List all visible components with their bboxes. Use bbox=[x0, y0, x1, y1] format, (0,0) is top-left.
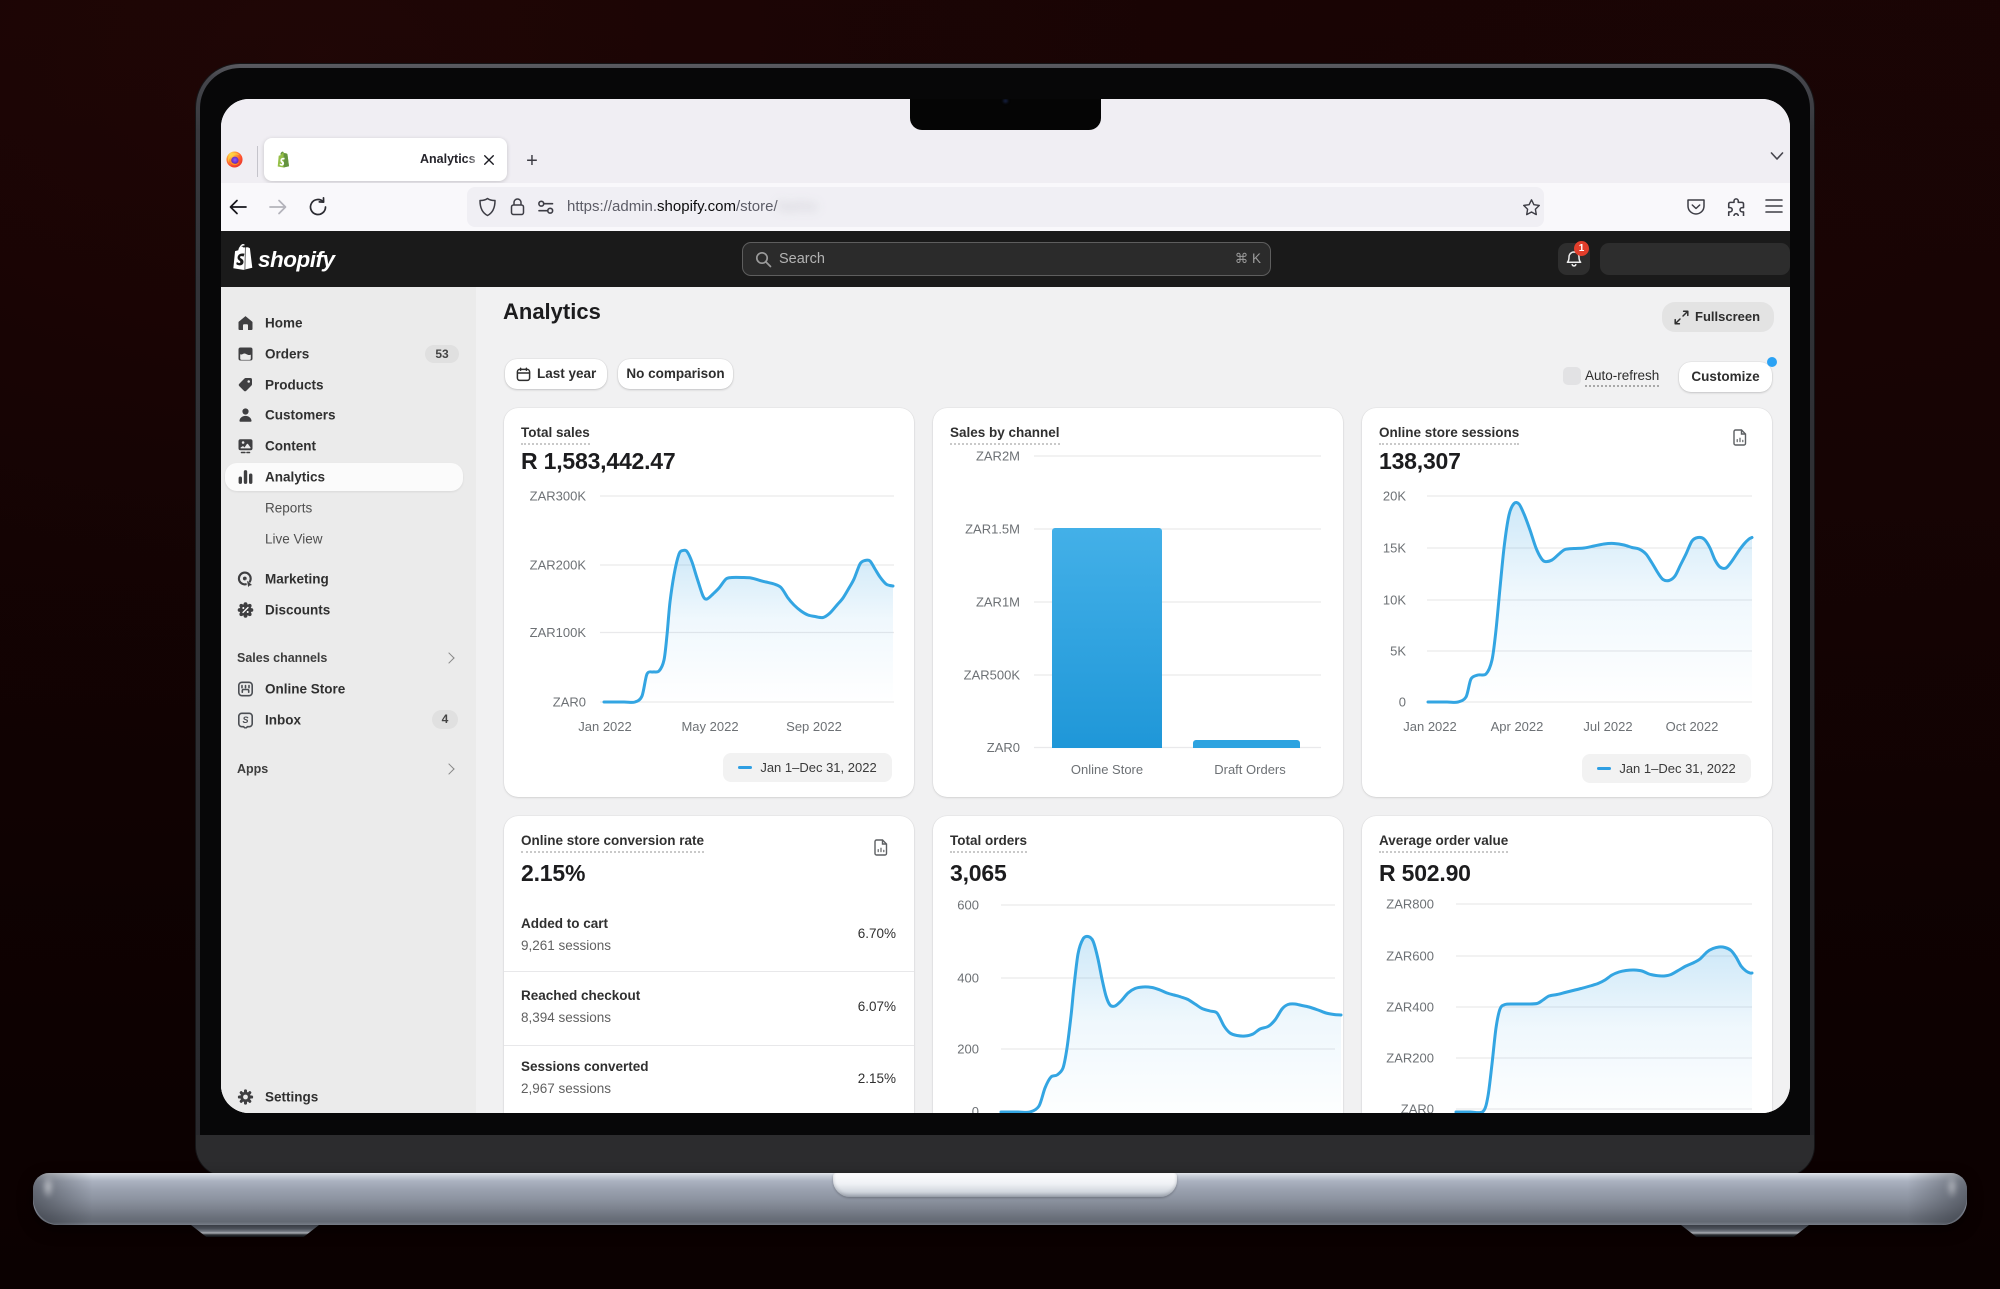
svg-text:ZAR200K: ZAR200K bbox=[530, 558, 587, 573]
svg-text:ZAR100K: ZAR100K bbox=[530, 625, 587, 640]
svg-text:May 2022: May 2022 bbox=[681, 719, 738, 734]
svg-text:400: 400 bbox=[957, 971, 979, 986]
svg-text:200: 200 bbox=[957, 1042, 979, 1057]
svg-text:Sep 2022: Sep 2022 bbox=[786, 719, 842, 734]
svg-text:ZAR0: ZAR0 bbox=[987, 740, 1020, 755]
svg-text:ZAR600: ZAR600 bbox=[1386, 949, 1434, 964]
svg-text:ZAR1M: ZAR1M bbox=[976, 595, 1020, 610]
svg-text:ZAR800: ZAR800 bbox=[1386, 897, 1434, 912]
svg-text:S: S bbox=[242, 715, 248, 725]
svg-text:Draft Orders: Draft Orders bbox=[1214, 762, 1286, 777]
svg-text:ZAR400: ZAR400 bbox=[1386, 1000, 1434, 1015]
svg-text:Jan 2022: Jan 2022 bbox=[578, 719, 632, 734]
svg-text:ZAR2M: ZAR2M bbox=[976, 449, 1020, 464]
svg-text:10K: 10K bbox=[1383, 593, 1406, 608]
svg-text:ZAR500K: ZAR500K bbox=[964, 668, 1021, 683]
svg-text:Jul 2022: Jul 2022 bbox=[1583, 719, 1632, 734]
svg-text:shopify: shopify bbox=[258, 247, 336, 272]
svg-text:Apr 2022: Apr 2022 bbox=[1491, 719, 1544, 734]
svg-text:0: 0 bbox=[972, 1104, 979, 1113]
svg-text:20K: 20K bbox=[1383, 489, 1406, 504]
svg-text:ZAR0: ZAR0 bbox=[553, 695, 586, 710]
svg-text:Jan 2022: Jan 2022 bbox=[1403, 719, 1457, 734]
svg-text:5K: 5K bbox=[1390, 644, 1406, 659]
svg-text:0: 0 bbox=[1399, 695, 1406, 710]
svg-text:Online Store: Online Store bbox=[1071, 762, 1143, 777]
svg-text:Oct 2022: Oct 2022 bbox=[1666, 719, 1719, 734]
svg-text:15K: 15K bbox=[1383, 541, 1406, 556]
svg-text:ZAR300K: ZAR300K bbox=[530, 489, 587, 504]
svg-text:ZAR200: ZAR200 bbox=[1386, 1051, 1434, 1066]
svg-text:ZAR1.5M: ZAR1.5M bbox=[965, 522, 1020, 537]
svg-text:600: 600 bbox=[957, 898, 979, 913]
svg-text:ZAR0: ZAR0 bbox=[1401, 1102, 1434, 1114]
